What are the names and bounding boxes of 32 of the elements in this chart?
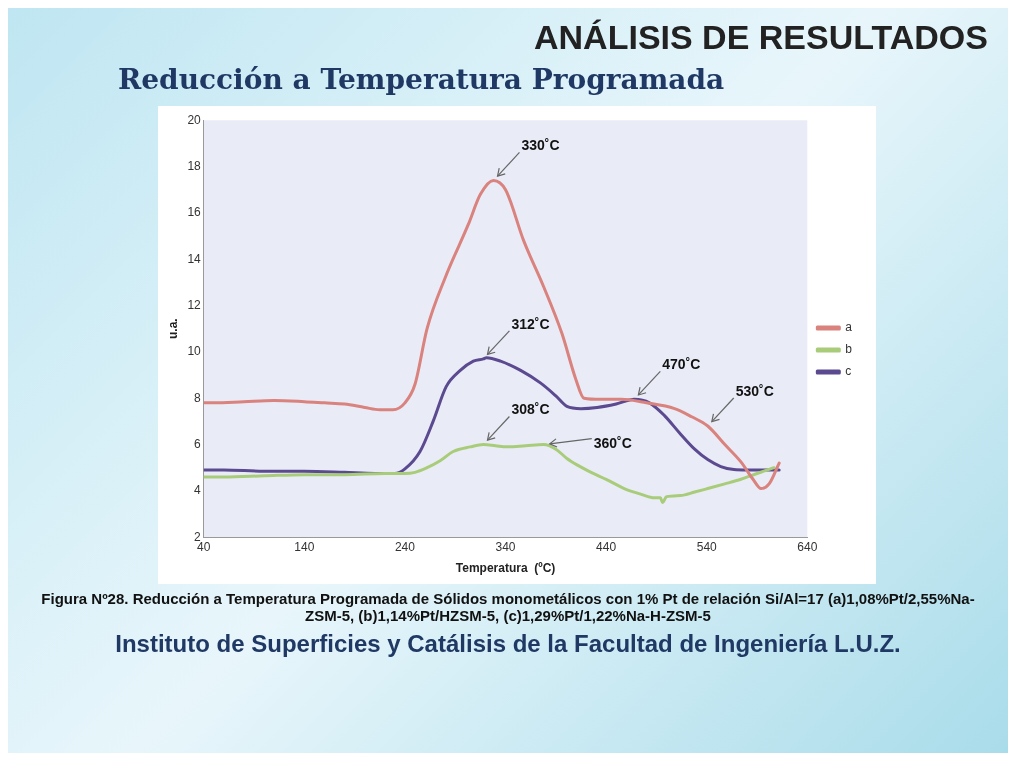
- y-tick-label: 10: [187, 344, 202, 359]
- text: Instituto de Superficies y Catálisis de la Facultad de Ingeniería L.U.Z.: [114, 630, 902, 658]
- annotation: 360˚C: [593, 435, 632, 452]
- x-tick-label: 40: [197, 539, 211, 554]
- y-tick-label: 12: [187, 297, 202, 312]
- y-tick-label: 20: [187, 112, 202, 127]
- x-tick-label: 440: [596, 539, 617, 554]
- x-tick-label: 640: [797, 539, 818, 554]
- y-tick-label: 4: [194, 483, 202, 498]
- legend-label: a: [845, 320, 853, 335]
- chart-title: ANÁLISIS DE RESULTADOS: [533, 17, 989, 57]
- text: Figura Nº28. Reducción a Temperatura Programada de Sólidos monometálicos con 1% Pt de relación Si/Al=17 (a)1,08%Pt/2,55%Na-ZSM-5, (b)1,14%Pt/HZSM-5, (c)1,29%Pt/1,22%Na-H-ZSM-5: [40, 590, 976, 624]
- annotation: 530˚C: [735, 382, 774, 399]
- y-tick-label: 18: [187, 158, 202, 173]
- annotation: 470˚C: [662, 356, 701, 373]
- x-tick-label: 240: [394, 539, 416, 554]
- line-series: [203, 178, 781, 491]
- y-axis-title: u.a.: [165, 318, 180, 340]
- annotation: 312˚C: [511, 315, 550, 332]
- legend-label: b: [845, 342, 853, 357]
- x-axis-title: Temperatura (ºC): [455, 561, 556, 576]
- annotation: 330˚C: [521, 137, 560, 154]
- y-tick-label: 8: [194, 390, 202, 405]
- chart-subtitle: Reducción a Temperatura Programada: [117, 62, 726, 96]
- x-tick-label: 340: [495, 539, 516, 554]
- y-tick-label: 6: [194, 436, 202, 451]
- x-tick-label: 540: [696, 539, 718, 554]
- legend-label: c: [845, 364, 852, 379]
- y-tick-label: 16: [187, 205, 202, 220]
- y-tick-label: 14: [187, 251, 202, 266]
- x-tick-label: 140: [294, 539, 315, 554]
- annotation: 308˚C: [511, 401, 550, 418]
